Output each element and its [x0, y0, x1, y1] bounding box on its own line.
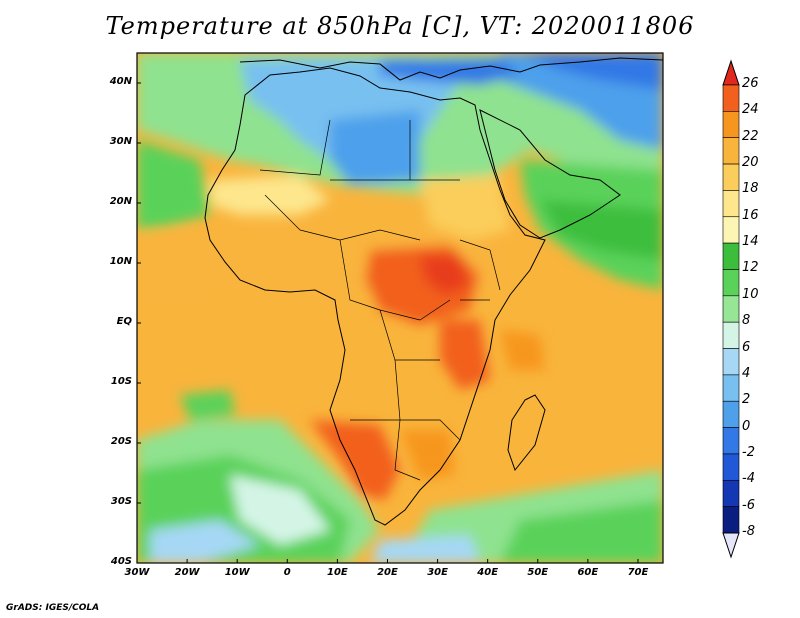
- colorbar-label: 16: [742, 207, 759, 223]
- lat-tick-label: 20S: [110, 436, 132, 447]
- field-atlantic-green: [137, 140, 210, 230]
- lon-tick-label: 0: [283, 567, 291, 578]
- colorbar-swatch: [722, 137, 740, 165]
- lon-tick-label: 50E: [527, 567, 549, 578]
- europe-coastline: [239, 57, 663, 81]
- colorbar-label: 24: [742, 102, 759, 118]
- colorbar-label: 10: [742, 286, 759, 302]
- field-lakes-hot: [440, 320, 490, 390]
- colorbar-swatch: [722, 321, 740, 349]
- lon-tick-label: 40E: [477, 567, 499, 578]
- lon-tick-label: 10W: [224, 567, 250, 578]
- field-sahara-cold: [330, 110, 420, 185]
- lat-tick-label: EQ: [116, 316, 132, 327]
- colorbar-swatch: [722, 84, 740, 112]
- colorbar-swatch: [722, 295, 740, 323]
- colorbar-label: 8: [742, 313, 751, 329]
- lon-tick-label: 60E: [577, 567, 599, 578]
- field-central-hottest: [420, 255, 470, 295]
- lon-tick-label: 30E: [427, 567, 448, 578]
- colorbar-swatch: [722, 216, 740, 244]
- colorbar-label: 6: [742, 339, 751, 355]
- lon-tick-label: 70E: [627, 567, 649, 578]
- field-east-coast-warm: [500, 330, 545, 370]
- coastlines: [204, 57, 663, 526]
- colorbar-swatch: [722, 374, 740, 402]
- map-frame: [136, 52, 664, 564]
- lat-tick-label: 20N: [109, 196, 132, 207]
- colorbar-label: -6: [742, 497, 755, 513]
- lat-tick-label: 10S: [110, 376, 132, 387]
- lon-tick-label: 30W: [124, 567, 150, 578]
- colorbar-label: 4: [742, 365, 751, 381]
- colorbar-swatch: [722, 269, 740, 297]
- field-namibia-hot: [310, 420, 400, 500]
- colorbar-label: 12: [742, 260, 759, 276]
- lat-tick-label: 30N: [109, 136, 132, 147]
- colorbar-swatch: [722, 400, 740, 428]
- colorbar-label: -2: [742, 444, 755, 460]
- field-mediterranean-cold: [380, 58, 520, 85]
- colorbar-swatch: [722, 506, 740, 534]
- field-cape-cool: [370, 535, 480, 563]
- colorbar-label: 18: [742, 181, 759, 197]
- lat-tick-label: 40S: [110, 556, 132, 567]
- lon-tick-label: 20W: [174, 567, 200, 578]
- lon-tick-label: 20E: [377, 567, 398, 578]
- lat-tick-label: 10N: [109, 256, 132, 267]
- colorbar-swatch: [722, 348, 740, 376]
- axis-ticks: [136, 82, 639, 564]
- colorbar: [722, 59, 740, 559]
- field-north-east-coldest: [520, 53, 663, 90]
- grads-credit: GrADS: IGES/COLA: [6, 603, 100, 613]
- lat-tick-label: 40N: [109, 76, 132, 87]
- field-sudan-yellow: [420, 175, 510, 240]
- colorbar-label: -4: [742, 471, 755, 487]
- field-atlantic-patch: [180, 390, 235, 420]
- colorbar-top-triangle: [722, 59, 740, 86]
- colorbar-label: 2: [742, 392, 751, 408]
- field-west-africa-yellow: [210, 175, 330, 215]
- lat-tick-label: 30S: [110, 496, 132, 507]
- field-arabian-deep-green: [540, 200, 663, 260]
- arabia-coastline: [479, 109, 621, 239]
- colorbar-swatch: [722, 111, 740, 139]
- africa-coastline: [204, 67, 546, 526]
- country-borders: [259, 119, 501, 481]
- field-south-atlantic-cool: [150, 520, 260, 563]
- colorbar-swatch: [722, 453, 740, 481]
- colorbar-bottom-triangle: [722, 532, 740, 559]
- field-south-atlantic-pale: [230, 475, 330, 545]
- colorbar-swatch: [722, 242, 740, 270]
- lon-tick-label: 10E: [327, 567, 348, 578]
- chart-title: Temperature at 850hPa [C], VT: 202001180…: [105, 12, 695, 40]
- colorbar-swatch: [722, 427, 740, 455]
- madagascar-coastline: [507, 394, 546, 472]
- colorbar-label: 26: [742, 76, 759, 91]
- colorbar-label: -8: [742, 524, 755, 539]
- colorbar-label: 0: [742, 418, 751, 434]
- colorbar-swatch: [722, 190, 740, 218]
- colorbar-label: 14: [742, 234, 759, 250]
- colorbar-swatch: [722, 479, 740, 507]
- field-south-indian-deep: [500, 500, 663, 563]
- temperature-field: [137, 53, 663, 563]
- colorbar-swatch: [722, 163, 740, 191]
- colorbar-label: 20: [742, 155, 759, 171]
- colorbar-label: 22: [742, 128, 759, 144]
